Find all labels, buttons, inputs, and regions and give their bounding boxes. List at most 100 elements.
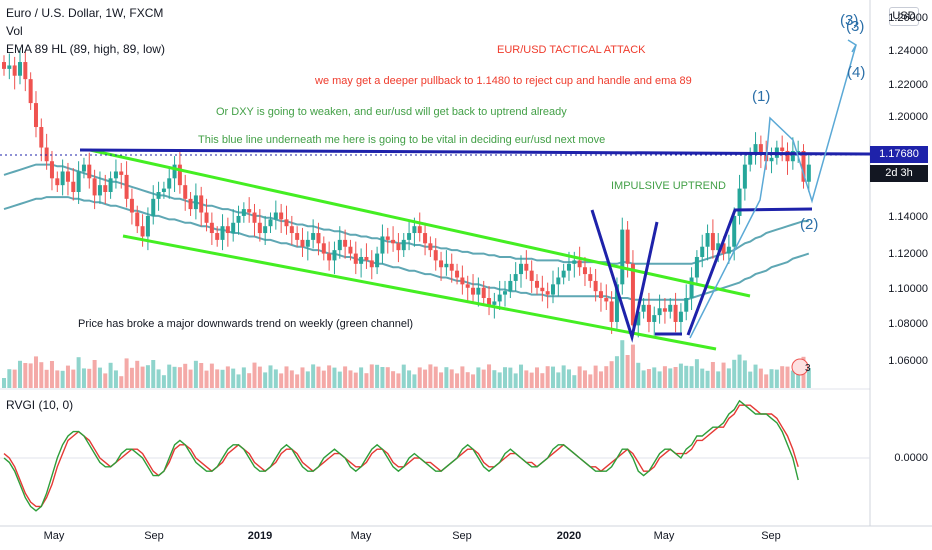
- volume-bar: [449, 369, 454, 388]
- volume-bar: [748, 371, 753, 388]
- volume-bar: [540, 373, 545, 388]
- price-tick: 1.24000: [888, 45, 928, 57]
- volume-bar: [396, 373, 401, 388]
- candle-body: [471, 287, 476, 295]
- volume-bar: [684, 365, 689, 388]
- volume-bar: [273, 369, 278, 388]
- candle-body: [289, 226, 294, 234]
- candle-body: [279, 212, 284, 220]
- candle-body: [225, 226, 230, 234]
- candle-body: [460, 277, 465, 285]
- volume-bar: [572, 375, 577, 388]
- volume-bar: [391, 371, 396, 388]
- candle-body: [673, 304, 678, 322]
- volume-bar: [103, 373, 108, 388]
- volume-bar: [17, 360, 22, 388]
- currency-button[interactable]: USD: [889, 7, 919, 26]
- volume-bar: [753, 364, 758, 388]
- cup-right-line: [686, 207, 813, 336]
- time-tick: Sep: [761, 530, 781, 542]
- candle-body: [108, 178, 113, 192]
- candle-body: [678, 311, 683, 322]
- candle-body: [684, 298, 689, 312]
- volume-bar: [806, 368, 811, 388]
- volume-bar: [668, 368, 673, 388]
- volume-bar: [609, 361, 614, 388]
- volume-bar: [700, 368, 705, 388]
- volume-bar: [492, 370, 497, 388]
- candle-body: [598, 291, 603, 299]
- volume-bar: [167, 364, 172, 388]
- volume-bar: [353, 372, 358, 388]
- volume-bar: [113, 370, 118, 388]
- volume-bar: [241, 367, 246, 388]
- volume-bar: [305, 371, 310, 388]
- volume-bar: [487, 364, 492, 388]
- volume-bar: [385, 367, 390, 388]
- candle-body: [780, 147, 785, 151]
- candle-body: [359, 256, 364, 264]
- candle-body: [231, 222, 236, 234]
- candle-body: [17, 62, 22, 76]
- candle-body: [28, 79, 33, 104]
- candle-body: [177, 164, 182, 186]
- candle-body: [167, 178, 172, 189]
- candle-body: [630, 263, 635, 326]
- candle-body: [540, 287, 545, 292]
- candle-body: [433, 250, 438, 261]
- volume-badge-count: 3: [805, 363, 811, 374]
- candle-body: [204, 212, 209, 223]
- volume-bar: [49, 361, 54, 388]
- volume-bar: [481, 369, 486, 388]
- candle-body: [732, 215, 737, 247]
- volume-bar: [742, 360, 747, 388]
- candle-body: [652, 315, 657, 322]
- candle-body: [529, 270, 534, 281]
- volume-bar: [12, 369, 17, 388]
- candle-body: [796, 150, 801, 152]
- candle-body: [449, 263, 454, 271]
- candle-body: [465, 284, 470, 288]
- volume-legend[interactable]: Vol: [6, 24, 23, 38]
- annotation-channel: Price has broke a major downwards trend …: [78, 318, 414, 330]
- volume-bar: [375, 364, 380, 388]
- volume-bar: [161, 375, 166, 388]
- time-tick: 2020: [556, 530, 582, 542]
- candle-body: [135, 212, 140, 227]
- candle-body: [273, 212, 278, 220]
- candle-body: [604, 298, 609, 302]
- candle-body: [151, 198, 156, 216]
- symbol-legend[interactable]: Euro / U.S. Dollar, 1W, FXCM: [6, 6, 164, 20]
- candle-body: [396, 243, 401, 251]
- price-tick: 1.08000: [888, 318, 928, 330]
- volume-bar: [23, 363, 28, 388]
- candle-body: [215, 233, 220, 240]
- candle-body: [561, 270, 566, 278]
- volume-bar: [721, 362, 726, 388]
- volume-bar: [284, 366, 289, 388]
- candle-body: [508, 280, 513, 292]
- volume-bar: [732, 359, 737, 388]
- candle-body: [140, 226, 145, 237]
- ema89-low-line: [3, 196, 810, 301]
- candle-body: [769, 157, 774, 162]
- candle-body: [60, 171, 65, 186]
- rvgi-legend[interactable]: RVGI (10, 0): [6, 398, 74, 412]
- wave-label-5: (3): [846, 18, 865, 35]
- candle-body: [513, 274, 518, 281]
- volume-bar: [588, 374, 593, 388]
- candle-body: [87, 164, 92, 179]
- time-tick: Sep: [144, 530, 164, 542]
- volume-bar: [780, 366, 785, 388]
- candle-body: [726, 246, 731, 254]
- ema-legend[interactable]: EMA 89 HL (89, high, 89, low): [6, 42, 165, 56]
- volume-bar: [433, 366, 438, 388]
- candle-body: [332, 250, 337, 261]
- volume-bar: [60, 370, 65, 388]
- candle-body: [81, 164, 86, 172]
- volume-bar: [252, 362, 257, 388]
- volume-bar: [662, 366, 667, 388]
- volume-bar: [257, 366, 262, 388]
